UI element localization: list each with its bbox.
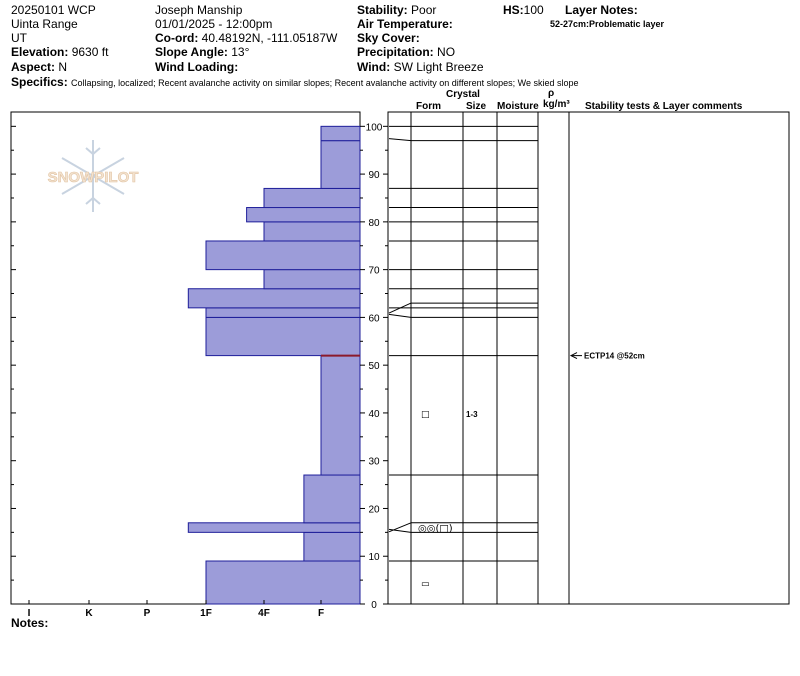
hardness-bar	[303, 531, 361, 562]
comments-header: Stability tests & Layer comments	[585, 101, 743, 112]
specifics-label: Specifics:	[11, 75, 68, 89]
elevation-label: Elevation:	[11, 45, 69, 59]
y-tick-label: 0	[371, 600, 377, 611]
range-name: Uinta Range	[11, 17, 78, 31]
precipitation: Precipitation: NO	[357, 45, 455, 59]
x-tick-label: F	[318, 608, 324, 619]
hardness-bar	[303, 474, 361, 524]
hardness-bar	[263, 221, 361, 242]
crystal-form-symbol: ◎◎(□)	[418, 524, 453, 535]
x-tick-label: 4F	[258, 608, 270, 619]
stability-value: Poor	[411, 3, 437, 17]
arrow-head-icon	[569, 352, 578, 360]
hardness-bar	[187, 288, 361, 309]
aspect: Aspect: N	[11, 60, 67, 74]
snowpilot-logo: SNOWPILOT	[47, 140, 139, 212]
layer-connector	[388, 138, 412, 142]
coord-value: 40.48192N, -111.05187W	[201, 31, 338, 45]
specifics: Specifics: Collapsing, localized; Recent…	[11, 75, 578, 89]
elevation: Elevation: 9630 ft	[11, 45, 108, 59]
y-tick-label: 30	[368, 457, 380, 468]
specifics-value: Collapsing, localized; Recent avalanche …	[71, 78, 579, 88]
hardness-bar	[263, 269, 361, 290]
datetime: 01/01/2025 - 12:00pm	[155, 17, 273, 31]
sky-label: Sky Cover:	[357, 31, 420, 45]
hardness-bar	[205, 316, 361, 357]
x-tick-label: 1F	[200, 608, 212, 619]
y-tick-label: 90	[368, 170, 380, 181]
wind-value: SW Light Breeze	[393, 60, 484, 74]
hardness-bar	[246, 207, 361, 223]
density-header: kg/m³	[543, 99, 570, 110]
y-tick-label: 40	[368, 409, 380, 420]
hardness-bar	[205, 240, 361, 271]
layer-note: 52-27cm:Problematic layer	[550, 19, 664, 30]
air-temp-label: Air Temperature:	[357, 17, 453, 31]
state: UT	[11, 31, 27, 45]
stability-test-label: ECTP14 @52cm	[584, 352, 645, 361]
air-temperature: Air Temperature:	[357, 17, 453, 31]
hardness-bar	[205, 560, 361, 605]
coord-label: Co-ord:	[155, 31, 199, 45]
slope-label: Slope Angle:	[155, 45, 228, 59]
y-tick-label: 70	[368, 266, 380, 277]
layer-connector	[388, 522, 412, 533]
sky-cover: Sky Cover:	[357, 31, 420, 45]
moisture-header: Moisture	[497, 101, 539, 112]
crystal-form-symbol: □	[421, 410, 430, 420]
hardness-bar	[320, 125, 361, 142]
wind-label: Wind:	[357, 60, 391, 74]
stability: Stability: Poor	[357, 3, 436, 17]
crystal-size: 1-3	[466, 410, 478, 419]
coordinates: Co-ord: 40.48192N, -111.05187W	[155, 31, 337, 45]
wind-loading-label: Wind Loading:	[155, 60, 239, 74]
precip-label: Precipitation:	[357, 45, 434, 59]
x-tick-label: K	[85, 608, 93, 619]
x-tick-label: P	[144, 608, 151, 619]
layer-note-text: 52-27cm:Problematic layer	[550, 19, 665, 29]
elevation-value: 9630 ft	[71, 45, 109, 59]
hs: HS:100	[503, 3, 544, 17]
layer-notes-label: Layer Notes:	[565, 3, 638, 17]
y-tick-label: 80	[368, 218, 380, 229]
snowflake-icon	[61, 140, 125, 212]
precip-value: NO	[437, 45, 456, 59]
hardness-bar	[320, 355, 361, 476]
pit-id: 20250101 WCP	[11, 3, 96, 17]
wind-loading: Wind Loading:	[155, 60, 238, 74]
x-tick-label: I	[28, 608, 31, 619]
hs-value: 100	[523, 3, 544, 17]
layer-connector	[388, 302, 412, 314]
size-header: Size	[466, 101, 487, 112]
wind: Wind: SW Light Breeze	[357, 60, 484, 74]
stability-label: Stability:	[357, 3, 408, 17]
logo-text: SNOWPILOT	[48, 169, 139, 186]
slope-value: 13°	[231, 45, 250, 59]
y-tick-label: 10	[368, 552, 380, 563]
notes-label: Notes:	[11, 616, 49, 630]
crystal-form-symbol: ▭	[421, 580, 430, 590]
hardness-bar	[320, 140, 361, 189]
layer-connector	[388, 313, 412, 318]
aspect-value: N	[58, 60, 68, 74]
rho-header: ρ	[548, 88, 555, 99]
form-header: Form	[416, 101, 441, 112]
y-tick-label: 100	[366, 122, 383, 133]
y-tick-label: 20	[368, 504, 380, 515]
hardness-bar	[205, 307, 361, 318]
hardness-bar	[187, 522, 361, 533]
crystal-header: Crystal	[446, 89, 480, 100]
y-tick-label: 50	[368, 361, 380, 372]
slope-angle: Slope Angle: 13°	[155, 45, 249, 59]
observer: Joseph Manship	[155, 3, 243, 17]
aspect-label: Aspect:	[11, 60, 56, 74]
y-tick-label: 60	[368, 313, 380, 324]
hardness-bar	[263, 187, 361, 209]
hs-label: HS:	[503, 3, 524, 17]
